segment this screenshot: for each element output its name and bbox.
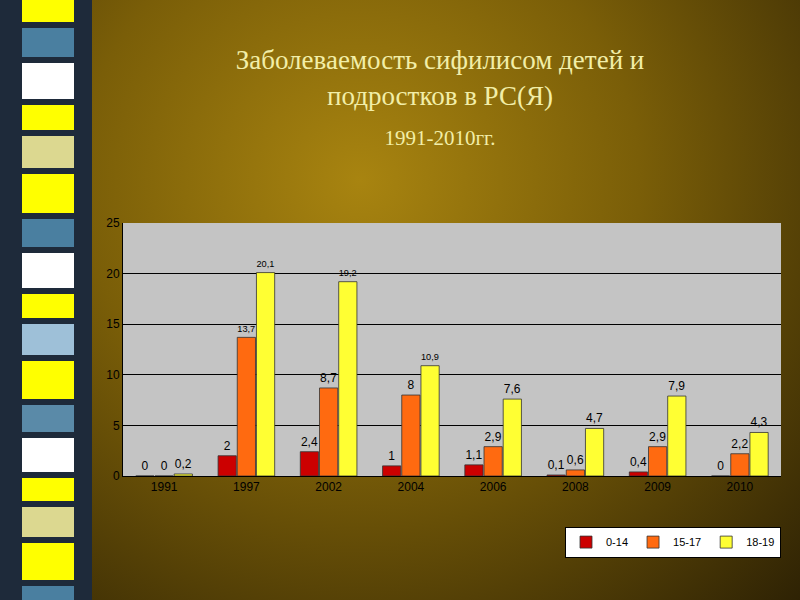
svg-text:2008: 2008 xyxy=(562,480,589,494)
svg-text:1,1: 1,1 xyxy=(465,448,482,462)
svg-text:2009: 2009 xyxy=(644,480,671,494)
svg-text:0,6: 0,6 xyxy=(567,453,584,467)
svg-text:4,3: 4,3 xyxy=(751,415,768,429)
svg-text:2,4: 2,4 xyxy=(301,435,318,449)
svg-text:0: 0 xyxy=(141,459,148,473)
svg-text:18-19: 18-19 xyxy=(746,536,774,548)
svg-text:7,9: 7,9 xyxy=(668,379,685,393)
svg-text:0: 0 xyxy=(717,459,724,473)
svg-text:20: 20 xyxy=(106,267,120,281)
svg-text:7,6: 7,6 xyxy=(504,382,521,396)
svg-text:0,2: 0,2 xyxy=(175,457,192,471)
svg-text:0: 0 xyxy=(113,469,120,483)
svg-text:19,2: 19,2 xyxy=(339,268,357,278)
svg-text:2004: 2004 xyxy=(398,480,425,494)
svg-text:25: 25 xyxy=(106,216,120,230)
svg-text:1991: 1991 xyxy=(151,480,178,494)
svg-text:2: 2 xyxy=(224,439,231,453)
svg-text:8,7: 8,7 xyxy=(320,371,337,385)
svg-text:4,7: 4,7 xyxy=(586,411,603,425)
svg-text:2006: 2006 xyxy=(480,480,507,494)
svg-text:0: 0 xyxy=(161,459,168,473)
svg-text:0,1: 0,1 xyxy=(548,458,565,472)
svg-text:1997: 1997 xyxy=(233,480,260,494)
svg-text:0,4: 0,4 xyxy=(630,455,647,469)
html-text:1991-2010гг.: 1991-2010гг. xyxy=(384,126,496,150)
svg-text:2,9: 2,9 xyxy=(649,430,666,444)
svg-text:2,9: 2,9 xyxy=(485,430,502,444)
svg-text:8: 8 xyxy=(407,378,414,392)
svg-text:1: 1 xyxy=(388,449,395,463)
svg-text:15-17: 15-17 xyxy=(673,536,701,548)
svg-text:2010: 2010 xyxy=(727,480,754,494)
svg-text:20,1: 20,1 xyxy=(256,259,274,269)
svg-text:2,2: 2,2 xyxy=(731,437,748,451)
svg-text:13,7: 13,7 xyxy=(237,324,255,334)
html-text:Заболеваемость сифилисом детей: Заболеваемость сифилисом детей и подрост… xyxy=(235,45,645,111)
svg-text:10,9: 10,9 xyxy=(421,352,439,362)
svg-text:5: 5 xyxy=(113,419,120,433)
svg-text:2002: 2002 xyxy=(315,480,342,494)
svg-text:0-14: 0-14 xyxy=(606,536,628,548)
svg-text:10: 10 xyxy=(106,368,120,382)
svg-text:15: 15 xyxy=(106,317,120,331)
